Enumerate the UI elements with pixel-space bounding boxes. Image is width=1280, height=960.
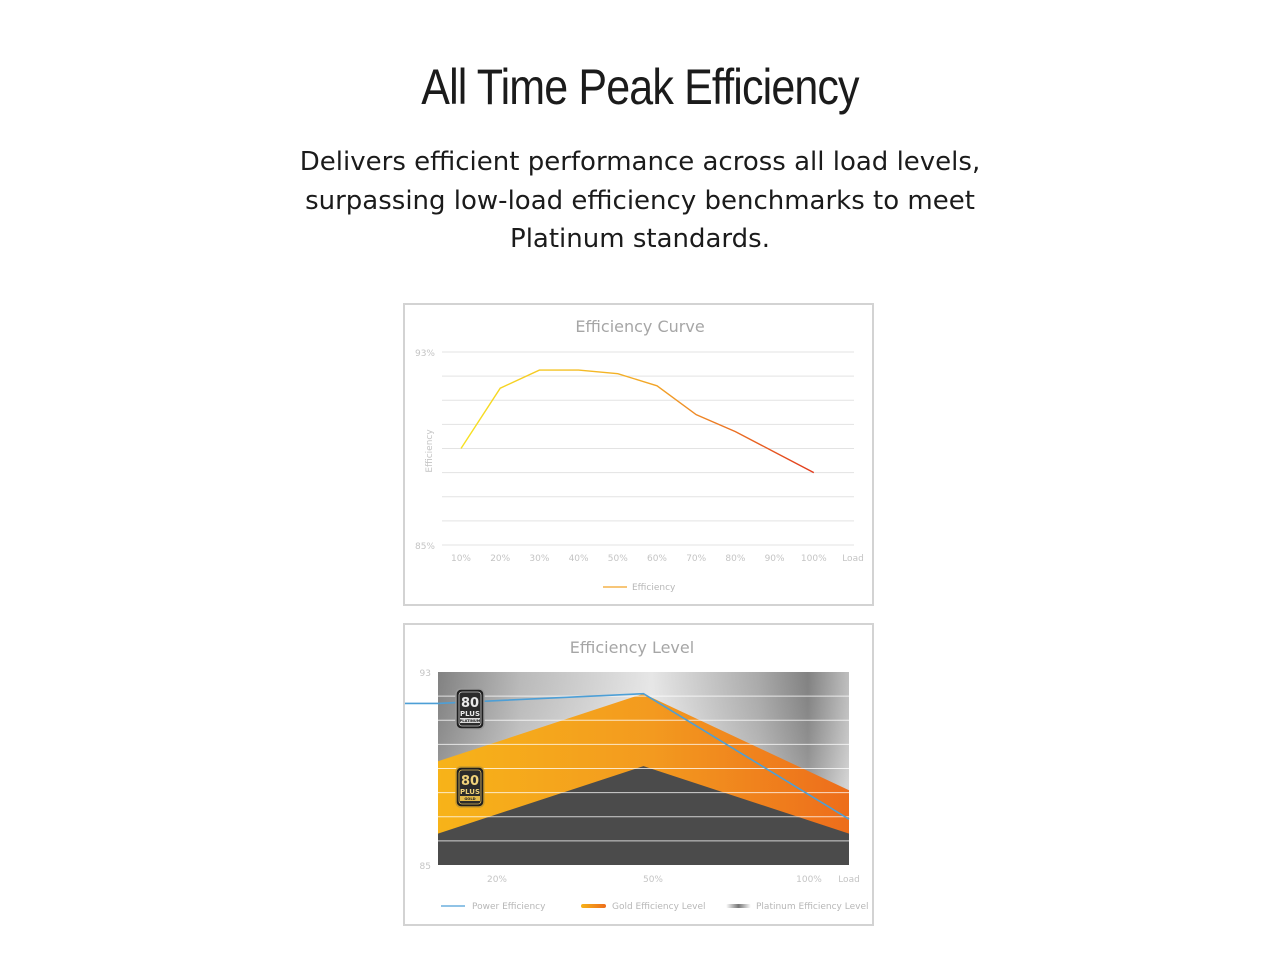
x-tick-label: 50% xyxy=(608,554,628,564)
y-tick-label: 85% xyxy=(415,542,435,552)
efficiency-curve-chart: Efficiency Curve 93% 85% Efficiency 10% 2… xyxy=(415,317,864,593)
subtext-line-3: Platinum standards. xyxy=(510,224,770,254)
grid-lines xyxy=(438,695,849,842)
badge-level: PLATINUM xyxy=(460,719,481,723)
chart-title: Efficiency Curve xyxy=(575,317,704,336)
legend-swatch-platinum xyxy=(726,904,751,908)
efficiency-curve-panel: Efficiency Curve 93% 85% Efficiency 10% 2… xyxy=(403,303,874,606)
page-subtext: Delivers efficient performance across al… xyxy=(290,143,990,259)
legend-swatch-gold xyxy=(581,904,606,908)
legend: Efficiency xyxy=(603,583,676,593)
legend-label: Efficiency xyxy=(632,583,676,593)
y-tick-label: 93% xyxy=(415,349,435,359)
y-axis-label: Efficiency xyxy=(425,429,435,473)
efficiency-series-line xyxy=(460,369,815,474)
x-tick-label: 100% xyxy=(801,554,827,564)
x-tick-label: 10% xyxy=(451,554,471,564)
page-heading: All Time Peak Efficiency xyxy=(421,59,859,115)
badge-80plus-platinum: 80 PLUS PLATINUM xyxy=(455,688,485,730)
x-tick-label: 90% xyxy=(765,554,785,564)
power-efficiency-line xyxy=(405,692,850,820)
badge-number: 80 xyxy=(461,696,479,711)
badge-80plus-gold: 80 PLUS GOLD xyxy=(455,766,485,808)
legend-label-platinum: Platinum Efficiency Level xyxy=(756,902,868,912)
y-tick-label: 93 xyxy=(420,669,431,679)
legend-label-power: Power Efficiency xyxy=(472,902,546,912)
x-axis-label: Load xyxy=(838,875,860,885)
badge-plus: PLUS xyxy=(460,710,480,718)
subtext-line-2: surpassing low-load efficiency benchmark… xyxy=(305,185,975,216)
x-tick-label: 20% xyxy=(490,554,510,564)
y-tick-label: 85 xyxy=(420,862,431,872)
x-tick-label: 40% xyxy=(569,554,589,564)
badge-number: 80 xyxy=(461,774,479,789)
x-tick-label: 60% xyxy=(647,554,667,564)
x-tick-label: 50% xyxy=(643,875,663,885)
efficiency-level-panel: Efficiency Level 80 PLUS PLATINUM 80 PLU… xyxy=(403,623,874,926)
x-tick-label: 20% xyxy=(487,875,507,885)
legend: Power Efficiency Gold Efficiency Level P… xyxy=(441,902,868,912)
grid-lines xyxy=(442,351,854,546)
x-axis-label: Load xyxy=(842,554,864,564)
x-tick-label: 30% xyxy=(529,554,549,564)
chart-title: Efficiency Level xyxy=(570,638,694,657)
x-tick-label: 80% xyxy=(725,554,745,564)
x-tick-label: 70% xyxy=(686,554,706,564)
subtext-line-1: Delivers efficient performance across al… xyxy=(299,147,981,177)
x-tick-label: 100% xyxy=(796,875,822,885)
base-efficiency-band xyxy=(438,766,849,865)
efficiency-level-chart: Efficiency Level 80 PLUS PLATINUM 80 PLU… xyxy=(405,638,868,912)
legend-label-gold: Gold Efficiency Level xyxy=(612,902,706,912)
x-tick-labels: 10% 20% 30% 40% 50% 60% 70% 80% 90% 100% xyxy=(451,554,827,564)
badge-plus: PLUS xyxy=(460,788,480,796)
badge-level: GOLD xyxy=(464,797,475,801)
